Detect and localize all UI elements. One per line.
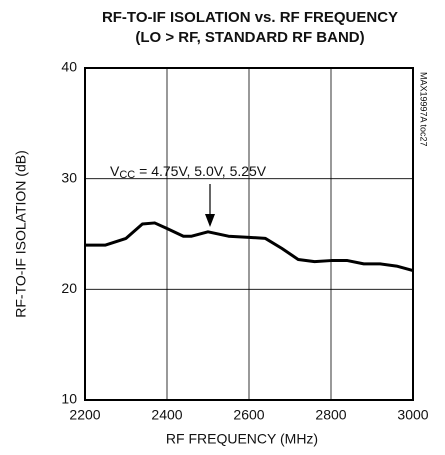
y-tick-label: 40 xyxy=(61,59,77,75)
plot-frame xyxy=(84,67,414,401)
y-axis-label: RF-TO-IF ISOLATION (dB) xyxy=(13,150,29,318)
side-label: MAX19997A toc27 xyxy=(419,72,429,147)
annotation-text: = 4.75V, 5.0V, 5.25V xyxy=(135,163,267,179)
annotation: VCC = 4.75V, 5.0V, 5.25V xyxy=(110,163,267,181)
y-tick-label: 30 xyxy=(61,169,77,185)
x-tick-label: 3000 xyxy=(397,407,428,423)
annotation-subscript: CC xyxy=(119,169,135,181)
chart-subtitle: (LO > RF, STANDARD RF BAND) xyxy=(135,29,364,46)
chart-title: RF-TO-IF ISOLATION vs. RF FREQUENCY xyxy=(102,9,398,26)
y-tick-label: 20 xyxy=(61,280,77,296)
x-tick-label: 2800 xyxy=(315,407,346,423)
annotation-prefix: V xyxy=(110,163,120,179)
x-tick-label: 2600 xyxy=(233,407,264,423)
x-axis-label: RF FREQUENCY (MHz) xyxy=(166,431,318,447)
y-tick-label: 10 xyxy=(61,391,77,407)
annotation-arrowhead xyxy=(205,214,215,227)
x-tick-label: 2200 xyxy=(69,407,100,423)
x-tick-label: 2400 xyxy=(151,407,182,423)
data-line xyxy=(85,221,414,272)
